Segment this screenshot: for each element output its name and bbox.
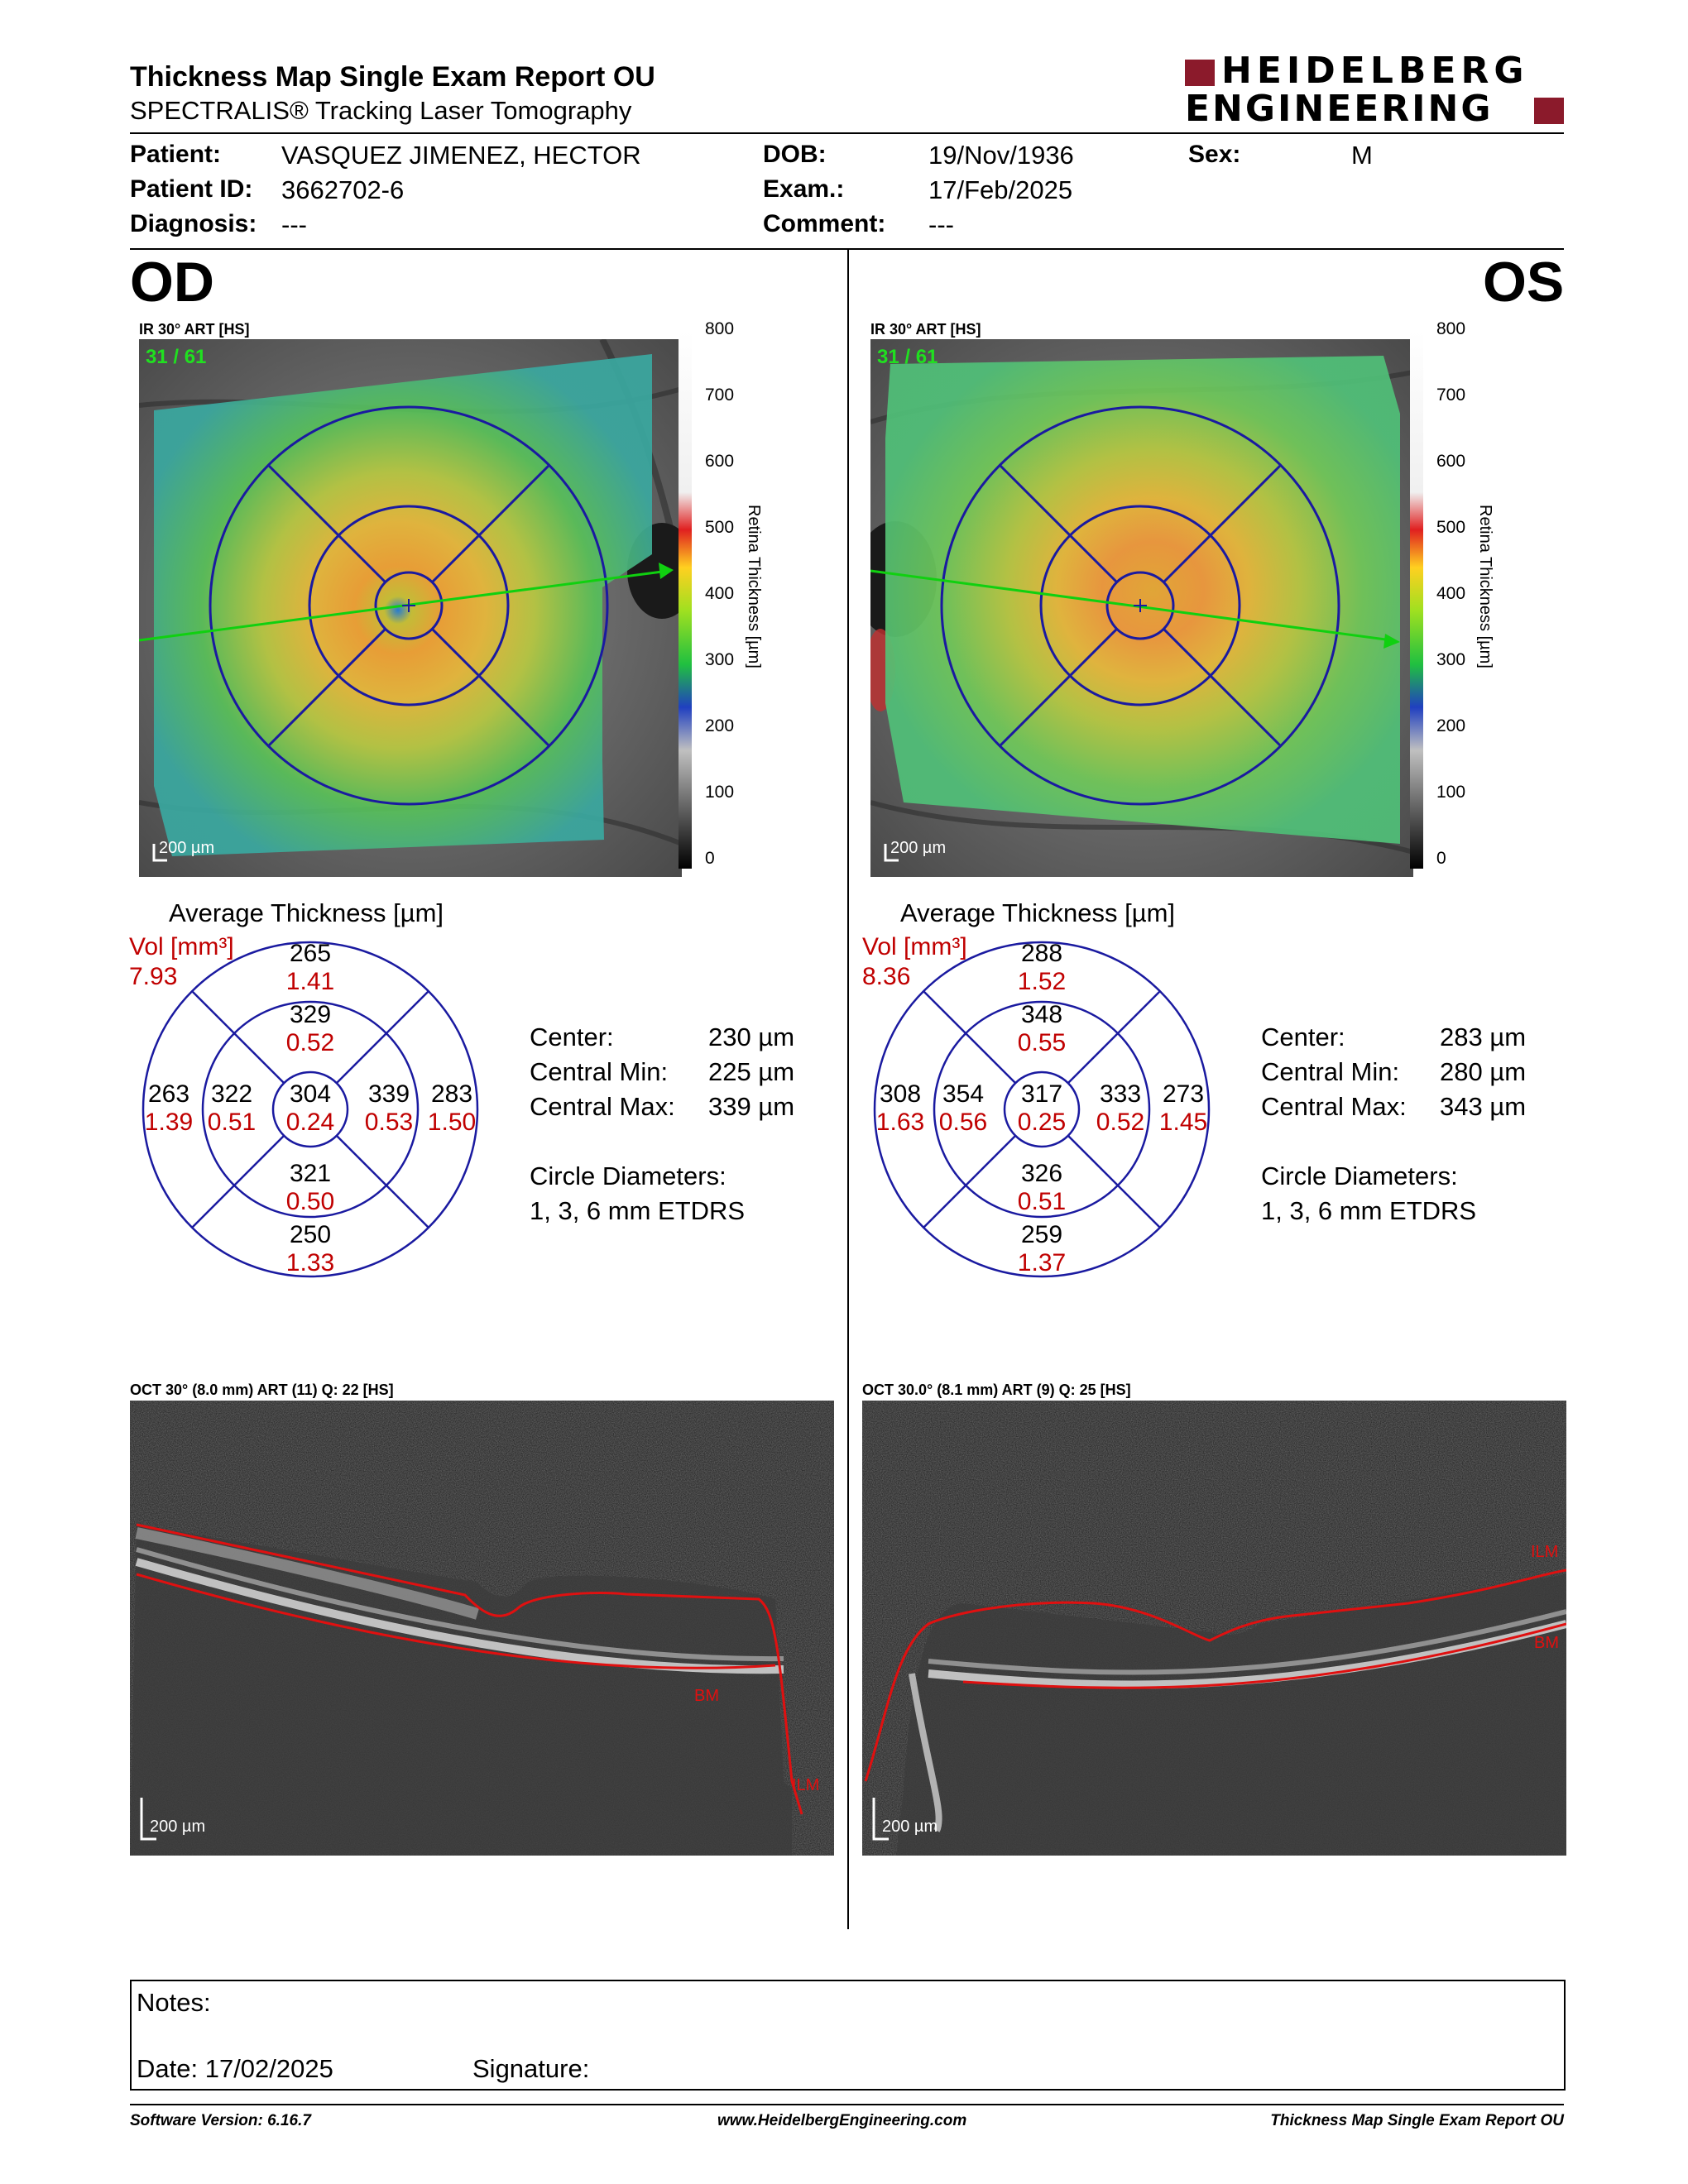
eye-divider: [847, 250, 849, 1929]
exam-label: Exam.:: [763, 175, 845, 203]
od-colorbar-label: Retina Thickness [µm]: [745, 505, 763, 668]
od-cmax-label: Central Max:: [530, 1092, 675, 1121]
os-circle-value: 1, 3, 6 mm ETDRS: [1261, 1196, 1477, 1225]
notes-signature: Signature:: [472, 2054, 590, 2083]
os-oct-scale: 200 µm: [882, 1818, 938, 1836]
os-center-label: Center:: [1261, 1023, 1345, 1051]
od-circle-label: Circle Diameters:: [530, 1161, 727, 1190]
od-oct-bscan: BM ILM 200 µm: [130, 1401, 834, 1856]
patient-id-label: Patient ID:: [130, 175, 253, 203]
os-vol-label: Vol [mm³]: [862, 933, 967, 960]
od-oct-bm-label: BM: [694, 1687, 719, 1705]
header-divider: [130, 132, 1564, 134]
od-center-label: Center:: [530, 1023, 614, 1051]
os-fundus-scale: 200 µm: [890, 839, 947, 857]
dob-value: 19/Nov/1936: [928, 141, 1074, 170]
od-cmax-value: 339 µm: [708, 1092, 795, 1121]
brand-line2: ENGINEERING: [1185, 88, 1494, 130]
notes-label: Notes:: [137, 1988, 211, 2017]
patient-id-value: 3662702-6: [281, 175, 405, 204]
brand-line1: HEIDELBERG: [1221, 50, 1529, 92]
footer-url[interactable]: www.HeidelbergEngineering.com: [717, 2112, 967, 2129]
od-avg-title: Average Thickness [µm]: [169, 898, 444, 927]
os-thickness-map: 31 / 61 200 µm: [870, 339, 1413, 877]
info-divider: [130, 248, 1564, 250]
os-cmin-label: Central Min:: [1261, 1057, 1400, 1086]
od-colorbar-ticks: 800 700 600 500 400 300 200 100 0: [705, 319, 735, 868]
os-oct-bscan: ILM BM 200 µm: [862, 1401, 1566, 1856]
od-cmin-label: Central Min:: [530, 1057, 669, 1086]
os-cmax-value: 343 µm: [1440, 1092, 1527, 1121]
os-avg-title: Average Thickness [µm]: [900, 898, 1176, 927]
os-cmax-label: Central Max:: [1261, 1092, 1407, 1121]
os-colorbar: [1410, 331, 1460, 869]
od-vol-label: Vol [mm³]: [129, 933, 234, 960]
od-thickness-map: 31 / 61 200 µm: [139, 339, 682, 877]
footer-divider: [130, 2104, 1564, 2105]
os-cmin-value: 280 µm: [1440, 1057, 1527, 1086]
od-vol-total: 7.93: [129, 963, 178, 990]
footer-report-name: Thickness Map Single Exam Report OU: [1270, 2112, 1564, 2129]
comment-value: ---: [928, 210, 954, 239]
notes-date: Date: 17/02/2025: [137, 2054, 333, 2083]
od-colorbar: [679, 331, 728, 869]
od-center-value: 230 µm: [708, 1023, 795, 1051]
od-etdrs-grid: [141, 940, 480, 1279]
os-center-value: 283 µm: [1440, 1023, 1527, 1051]
brand-logo: HEIDELBERG ENGINEERING: [1185, 50, 1566, 131]
od-sector-values: 265 1.41 329 0.52 263 1.39 322 0.51 304 0.24 …: [144, 940, 477, 1276]
exam-value: 17/Feb/2025: [928, 175, 1073, 204]
patient-value: VASQUEZ JIMENEZ, HECTOR: [281, 141, 641, 170]
os-vol-total: 8.36: [862, 963, 911, 990]
os-circle-label: Circle Diameters:: [1261, 1161, 1458, 1190]
comment-label: Comment:: [763, 210, 886, 237]
od-cmin-value: 225 µm: [708, 1057, 795, 1086]
od-ir-label: IR 30° ART [HS]: [139, 321, 250, 338]
report-title: Thickness Map Single Exam Report OU: [130, 61, 655, 93]
os-label: OS: [1483, 251, 1565, 314]
od-label: OD: [130, 251, 214, 314]
os-etdrs-grid: [872, 940, 1211, 1279]
od-fundus-scale: 200 µm: [159, 839, 215, 857]
os-ir-label: IR 30° ART [HS]: [870, 321, 981, 338]
od-oct-ilm-label: ILM: [792, 1776, 820, 1794]
os-oct-label: OCT 30.0° (8.1 mm) ART (9) Q: 25 [HS]: [862, 1382, 1131, 1398]
report-subtitle: SPECTRALIS® Tracking Laser Tomography: [130, 96, 632, 125]
patient-label: Patient:: [130, 141, 222, 168]
od-oct-scale: 200 µm: [150, 1818, 206, 1836]
os-frame-count: 31 / 61: [877, 346, 938, 368]
sex-value: M: [1351, 141, 1373, 170]
od-oct-label: OCT 30° (8.0 mm) ART (11) Q: 22 [HS]: [130, 1382, 394, 1398]
od-circle-value: 1, 3, 6 mm ETDRS: [530, 1196, 746, 1225]
sex-label: Sex:: [1188, 141, 1241, 168]
os-oct-bm-label: BM: [1534, 1634, 1559, 1652]
os-colorbar-label: Retina Thickness [µm]: [1476, 505, 1494, 668]
dob-label: DOB:: [763, 141, 827, 168]
os-colorbar-ticks: 800 700 600 500 400 300 200 100 0: [1436, 319, 1466, 868]
diagnosis-value: ---: [281, 210, 307, 239]
diagnosis-label: Diagnosis:: [130, 210, 257, 237]
os-oct-ilm-label: ILM: [1531, 1543, 1559, 1561]
os-sector-values: 288 1.52 348 0.55 308 1.63 354 0.56 317 0.25 …: [875, 940, 1208, 1276]
notes-box: Notes: Date: 17/02/2025 Signature:: [130, 1980, 1566, 2091]
od-frame-count: 31 / 61: [146, 346, 207, 368]
footer-software: Software Version: 6.16.7: [130, 2112, 311, 2129]
